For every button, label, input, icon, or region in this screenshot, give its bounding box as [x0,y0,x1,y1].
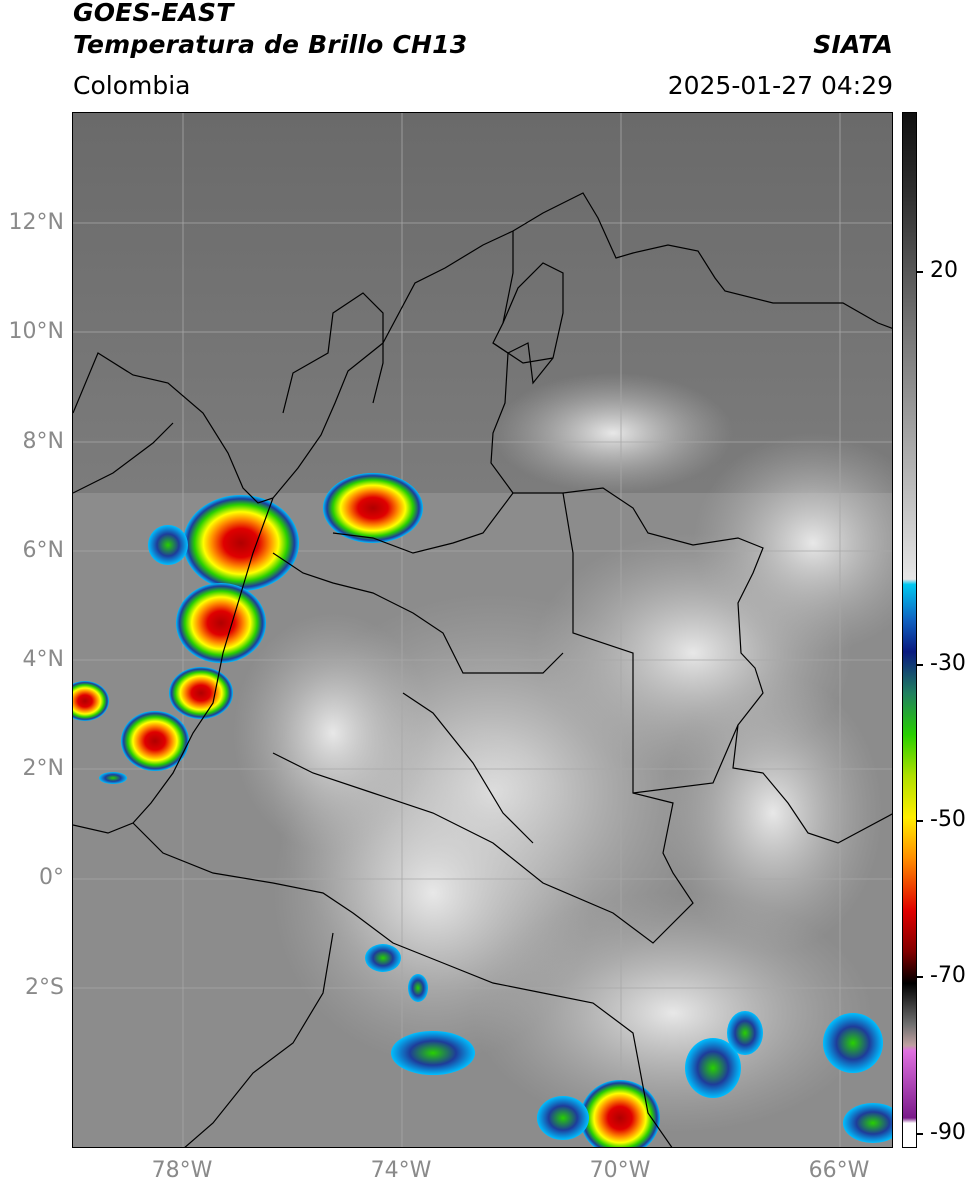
convective-storms [73,473,892,1147]
lat-tick-label: 4°N [22,647,64,672]
lon-tick-label: 66°W [808,1158,870,1183]
colorbar-label: -90 [930,1120,966,1145]
colorbar-label: -50 [930,807,966,832]
lat-tick-label: 2°N [22,756,64,781]
colorbar [902,112,917,1148]
lon-tick-label: 74°W [370,1158,432,1183]
colorbar-label: 20 [930,258,958,283]
lat-tick-label: 0° [39,865,64,890]
caribbean-sea [73,113,892,493]
graticule [73,113,892,1147]
datetime-label: 2025-01-27 04:29 [667,71,893,100]
borders [73,192,892,1147]
title-satellite: GOES-EAST [73,0,234,27]
map-canvas [73,113,892,1147]
lon-tick-label: 70°W [589,1158,651,1183]
lat-tick-label: 12°N [8,210,64,235]
lat-tick-label: 10°N [8,319,64,344]
satellite-map[interactable] [72,112,893,1148]
colorbar-label: -30 [930,651,966,676]
lat-tick-label: 6°N [22,538,64,563]
lat-tick-label: 2°S [25,975,64,1000]
lon-tick-label: 78°W [151,1158,213,1183]
title-region: Colombia [73,71,191,100]
colorbar-label: -70 [930,963,966,988]
source-label: SIATA [813,30,893,59]
lat-tick-label: 8°N [22,429,64,454]
title-product: Temperatura de Brillo CH13 [73,30,468,59]
